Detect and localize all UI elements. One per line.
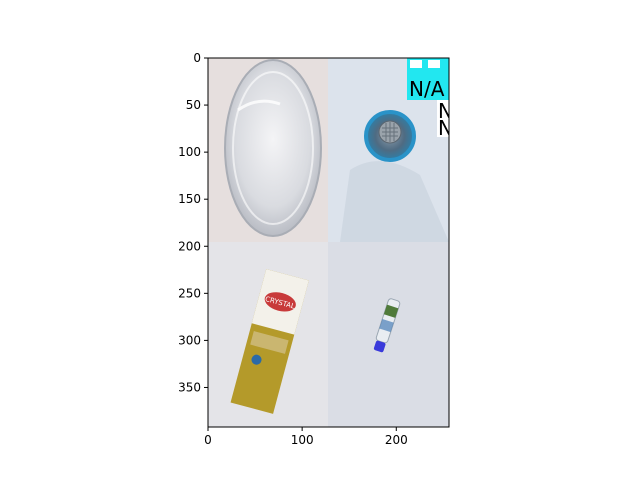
y-tick-label: 350 (178, 380, 201, 394)
annotations: N/A N N (407, 58, 453, 140)
panel-juice-carton: CRYSTAL (208, 242, 328, 427)
y-tick-label: 300 (178, 333, 201, 347)
panel-small-bottle (328, 242, 449, 427)
y-tick-label: 250 (178, 286, 201, 300)
x-axis: 0 100 200 (204, 427, 408, 447)
x-tick-label: 100 (291, 433, 314, 447)
image-area: CRYSTAL (208, 58, 449, 427)
x-tick-label: 0 (204, 433, 212, 447)
annotation-n-2: N (438, 116, 453, 140)
x-tick-label: 200 (385, 433, 408, 447)
y-tick-label: 0 (193, 51, 201, 65)
axes-frame (207, 57, 450, 428)
annotation-n-1: N (438, 99, 453, 123)
y-tick-label: 100 (178, 145, 201, 159)
panel-glass-dish (208, 58, 328, 242)
y-tick-label: 150 (178, 192, 201, 206)
y-tick-label: 200 (178, 239, 201, 253)
annotation-na: N/A (409, 77, 445, 101)
y-axis: 0 50 100 150 200 250 300 350 (178, 51, 208, 394)
y-tick-label: 50 (186, 98, 201, 112)
